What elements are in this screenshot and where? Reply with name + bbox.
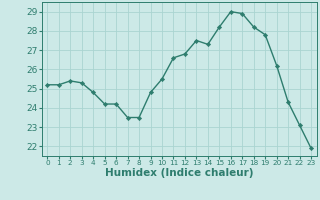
X-axis label: Humidex (Indice chaleur): Humidex (Indice chaleur): [105, 168, 253, 178]
